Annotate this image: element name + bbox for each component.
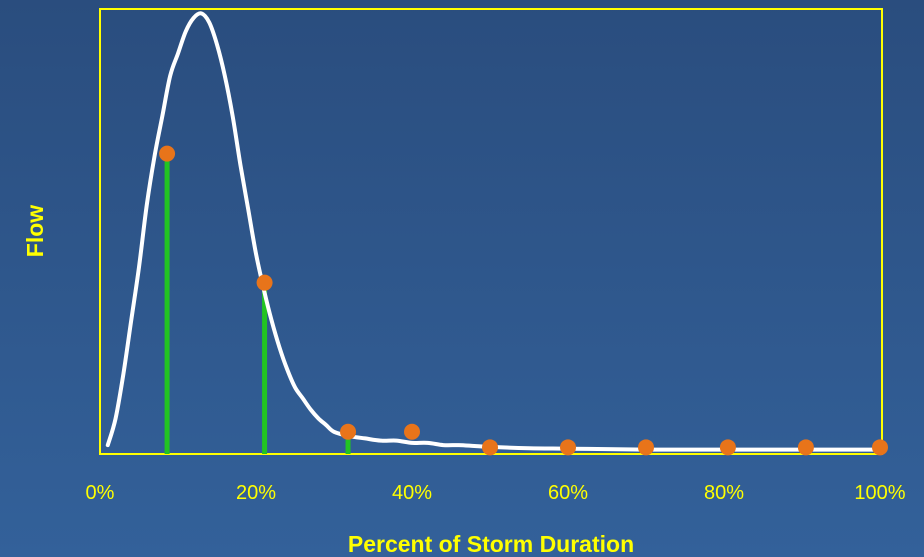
data-point-marker xyxy=(404,423,420,440)
x-tick-label: 60% xyxy=(548,482,588,504)
data-point-marker xyxy=(719,439,736,456)
x-tick-labels: 0% 20% 40% 60% 80% 100% xyxy=(86,482,906,504)
data-point-marker xyxy=(872,439,888,456)
plot-frame xyxy=(99,8,883,455)
stems-layer xyxy=(164,153,351,454)
x-tick-label: 20% xyxy=(236,482,276,504)
data-point-marker xyxy=(482,439,498,456)
data-point-marker xyxy=(638,439,654,456)
x-axis-title: Percent of Storm Duration xyxy=(348,531,634,557)
flow-curve xyxy=(105,11,882,452)
data-point-marker xyxy=(256,274,273,291)
data-point-marker xyxy=(797,439,814,456)
markers-layer xyxy=(159,145,888,456)
data-point-marker xyxy=(159,145,176,162)
y-axis-title: Flow xyxy=(22,205,48,257)
x-tick-label: 40% xyxy=(392,482,432,504)
x-tick-label: 100% xyxy=(854,482,905,504)
data-point-marker xyxy=(560,439,576,456)
x-tick-label: 0% xyxy=(86,482,115,504)
data-point-marker xyxy=(340,423,357,440)
x-tick-label: 80% xyxy=(704,482,744,504)
